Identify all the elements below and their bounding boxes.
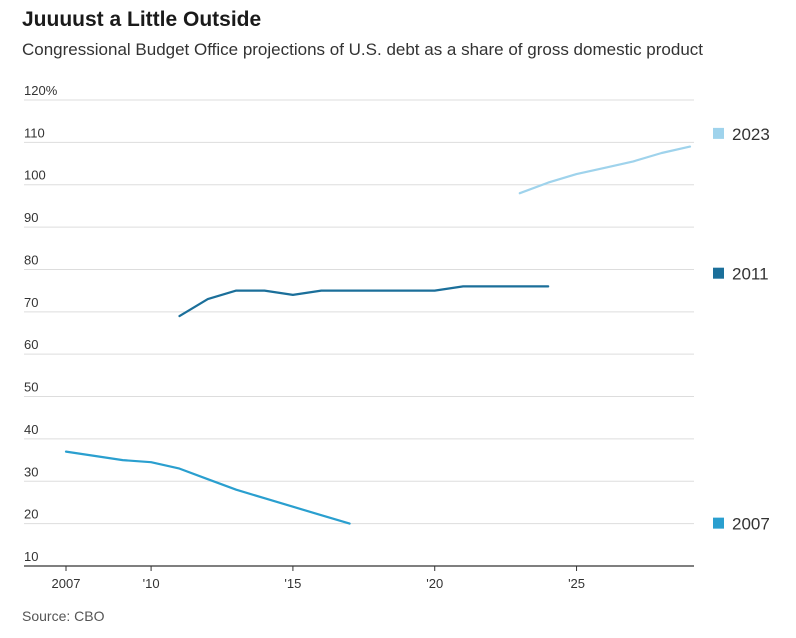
series-lines xyxy=(64,145,692,525)
gridlines xyxy=(24,99,694,567)
chart-title: Juuuust a Little Outside xyxy=(22,8,262,31)
legend-swatch-2011 xyxy=(713,267,724,279)
legend-label-2023: 2023 xyxy=(732,125,770,144)
series-line-2011 xyxy=(178,285,550,318)
x-tick-label: '10 xyxy=(143,576,160,591)
series-line-2007 xyxy=(64,450,351,525)
y-tick-label: 90 xyxy=(24,210,38,225)
y-tick-label: 30 xyxy=(24,464,38,479)
chart-subtitle: Congressional Budget Office projections … xyxy=(22,40,703,59)
y-tick-label: 100 xyxy=(24,168,46,183)
x-tick-label: '25 xyxy=(568,576,585,591)
x-tick-label: 2007 xyxy=(52,576,81,591)
y-tick-label: 50 xyxy=(24,380,38,395)
y-tick-label: 40 xyxy=(24,422,38,437)
y-axis: 120% 110 100 90 80 70 60 50 40 30 20 10 xyxy=(24,83,58,564)
legend-swatch-2007 xyxy=(713,517,724,529)
y-tick-label: 110 xyxy=(24,125,45,140)
x-tick-label: '20 xyxy=(426,576,443,591)
y-tick-label: 20 xyxy=(24,507,38,522)
series-line-2023 xyxy=(518,145,692,195)
x-tick-label: '15 xyxy=(284,576,301,591)
legend-label-2007: 2007 xyxy=(732,515,770,534)
y-tick-label: 70 xyxy=(24,295,38,310)
y-tick-label: 120% xyxy=(24,83,58,98)
y-tick-label: 60 xyxy=(24,337,38,352)
legend: 2023 2011 2007 xyxy=(713,125,770,534)
source-note: Source: CBO xyxy=(22,608,105,624)
y-tick-label: 80 xyxy=(24,252,38,267)
legend-swatch-2023 xyxy=(713,127,724,139)
y-tick-label: 10 xyxy=(24,549,38,564)
x-axis: 2007 '10 '15 '20 '25 xyxy=(52,566,585,591)
legend-label-2011: 2011 xyxy=(732,265,769,284)
